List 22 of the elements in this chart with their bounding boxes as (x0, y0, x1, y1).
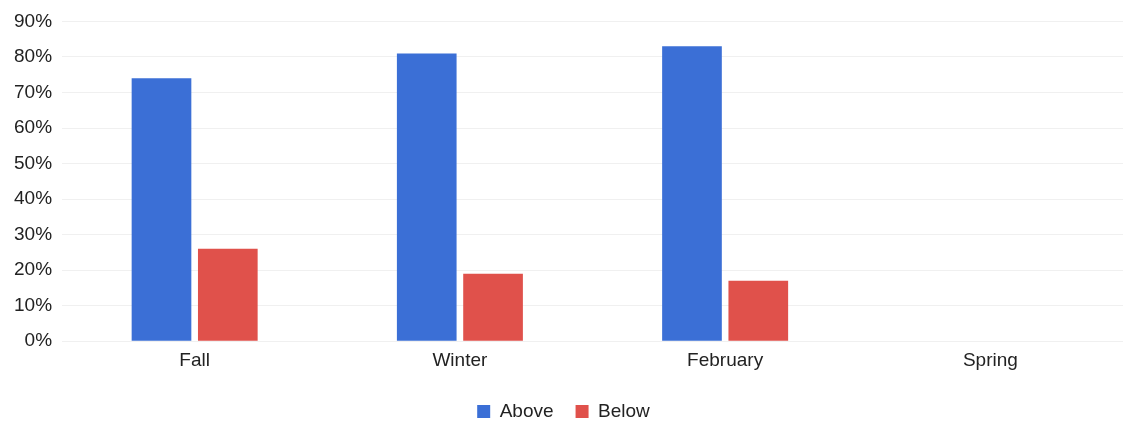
x-tick-label: February (687, 348, 764, 370)
bar (728, 280, 789, 341)
bar (463, 273, 523, 341)
y-tick-label: 50% (14, 151, 53, 173)
y-tick-label: 10% (14, 293, 53, 315)
bar (662, 46, 722, 341)
y-tick-label: 80% (14, 45, 53, 67)
bar (131, 78, 192, 341)
legend-label: Below (598, 399, 651, 421)
y-tick-label: 70% (14, 80, 53, 102)
y-tick-label: 20% (14, 258, 53, 280)
x-tick-label: Spring (962, 348, 1018, 370)
legend-label: Above (499, 399, 554, 421)
y-tick-label: 30% (14, 222, 53, 244)
bar (197, 248, 258, 341)
y-tick-label: 90% (14, 9, 53, 31)
y-tick-label: 0% (24, 329, 53, 351)
x-tick-label: Fall (179, 348, 210, 370)
y-tick-label: 40% (14, 187, 53, 209)
bar (396, 53, 457, 341)
y-tick-label: 60% (14, 116, 53, 138)
x-tick-label: Winter (432, 348, 489, 370)
